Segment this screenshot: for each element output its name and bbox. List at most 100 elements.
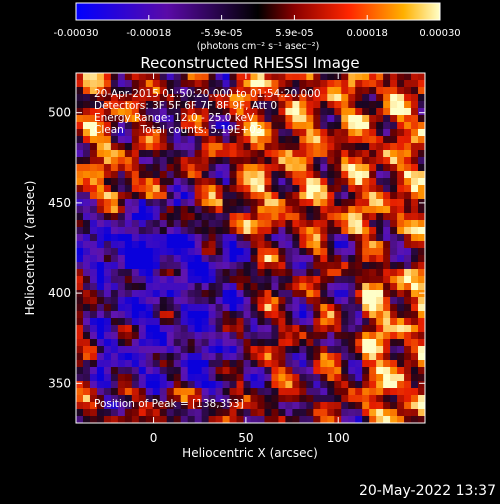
heatmap-pixel xyxy=(215,297,224,305)
heatmap-pixel xyxy=(334,346,342,354)
heatmap-pixel xyxy=(418,402,425,410)
heatmap-pixel xyxy=(138,185,147,193)
heatmap-pixel xyxy=(187,297,196,305)
heatmap-pixel xyxy=(110,374,119,382)
heatmap-pixel xyxy=(76,94,84,102)
heatmap-pixel xyxy=(187,353,196,361)
heatmap-pixel xyxy=(320,318,328,326)
heatmap-pixel xyxy=(152,262,161,270)
heatmap-pixel xyxy=(334,94,342,102)
heatmap-pixel xyxy=(201,339,210,347)
heatmap-pixel xyxy=(89,192,98,200)
heatmap-pixel xyxy=(187,311,196,319)
heatmap-pixel xyxy=(208,220,217,228)
heatmap-pixel xyxy=(117,374,126,382)
heatmap-pixel xyxy=(348,185,356,193)
heatmap-pixel xyxy=(96,290,105,298)
heatmap-pixel xyxy=(222,409,231,417)
heatmap-pixel xyxy=(355,297,363,305)
heatmap-pixel xyxy=(397,206,405,214)
heatmap-pixel xyxy=(341,318,349,326)
heatmap-pixel xyxy=(180,248,189,256)
heatmap-pixel xyxy=(208,192,217,200)
heatmap-pixel xyxy=(341,108,349,116)
heatmap-pixel xyxy=(201,262,210,270)
heatmap-pixel xyxy=(285,171,293,179)
heatmap-pixel xyxy=(89,157,98,165)
heatmap-pixel xyxy=(404,150,412,158)
heatmap-pixel xyxy=(306,269,314,277)
heatmap-pixel xyxy=(222,297,231,305)
heatmap-pixel xyxy=(418,213,425,221)
heatmap-pixel xyxy=(404,185,412,193)
heatmap-pixel xyxy=(306,87,314,95)
heatmap-pixel xyxy=(341,332,349,340)
heatmap-pixel xyxy=(110,101,119,109)
heatmap-pixel xyxy=(243,409,252,417)
heatmap-pixel xyxy=(313,101,321,109)
heatmap-pixel xyxy=(292,374,300,382)
heatmap-pixel xyxy=(369,416,377,423)
heatmap-pixel xyxy=(334,402,342,410)
heatmap-pixel xyxy=(362,122,370,130)
heatmap-pixel xyxy=(173,80,182,88)
heatmap-pixel xyxy=(320,353,328,361)
heatmap-pixel xyxy=(369,388,377,396)
heatmap-pixel xyxy=(369,353,377,361)
heatmap-pixel xyxy=(131,185,140,193)
heatmap-pixel xyxy=(173,178,182,186)
heatmap-pixel xyxy=(264,283,273,291)
heatmap-pixel xyxy=(418,157,425,165)
heatmap-pixel xyxy=(299,339,307,347)
heatmap-pixel xyxy=(250,262,259,270)
heatmap-pixel xyxy=(124,290,133,298)
heatmap-pixel xyxy=(292,360,300,368)
heatmap-pixel xyxy=(229,374,238,382)
heatmap-pixel xyxy=(250,241,259,249)
heatmap-pixel xyxy=(411,192,419,200)
heatmap-pixel xyxy=(166,94,175,102)
heatmap-pixel xyxy=(187,339,196,347)
heatmap-pixel xyxy=(299,129,307,137)
heatmap-pixel xyxy=(327,206,335,214)
heatmap-pixel xyxy=(327,241,335,249)
heatmap-pixel xyxy=(285,87,293,95)
heatmap-pixel xyxy=(320,192,328,200)
heatmap-pixel xyxy=(215,367,224,375)
heatmap-pixel xyxy=(208,87,217,95)
heatmap-pixel xyxy=(229,143,238,151)
heatmap-pixel xyxy=(355,143,363,151)
heatmap-pixel xyxy=(313,87,321,95)
heatmap-pixel xyxy=(229,164,238,172)
heatmap-pixel xyxy=(285,178,293,186)
heatmap-pixel xyxy=(145,220,154,228)
heatmap-pixel xyxy=(229,171,238,179)
colorbar-tick-label: -0.00030 xyxy=(54,28,99,39)
heatmap-pixel xyxy=(278,248,286,256)
heatmap-pixel xyxy=(334,213,342,221)
heatmap-pixel xyxy=(103,339,112,347)
heatmap-pixel xyxy=(131,290,140,298)
heatmap-pixel xyxy=(243,311,252,319)
heatmap-pixel xyxy=(103,311,112,319)
heatmap-pixel xyxy=(152,143,161,151)
heatmap-pixel xyxy=(313,185,321,193)
heatmap-pixel xyxy=(96,192,105,200)
heatmap-pixel xyxy=(180,339,189,347)
heatmap-pixel xyxy=(383,157,391,165)
heatmap-pixel xyxy=(145,206,154,214)
heatmap-pixel xyxy=(362,227,370,235)
heatmap-pixel xyxy=(376,199,384,207)
heatmap-pixel xyxy=(222,262,231,270)
heatmap-pixel xyxy=(376,73,384,81)
heatmap-pixel xyxy=(306,213,314,221)
heatmap-pixel xyxy=(76,192,84,200)
heatmap-pixel xyxy=(320,101,328,109)
heatmap-pixel xyxy=(250,255,259,263)
heatmap-pixel xyxy=(229,255,238,263)
heatmap-pixel xyxy=(257,353,266,361)
heatmap-pixel xyxy=(124,318,133,326)
heatmap-pixel xyxy=(180,374,189,382)
heatmap-pixel xyxy=(271,80,280,88)
heatmap-pixel xyxy=(131,220,140,228)
